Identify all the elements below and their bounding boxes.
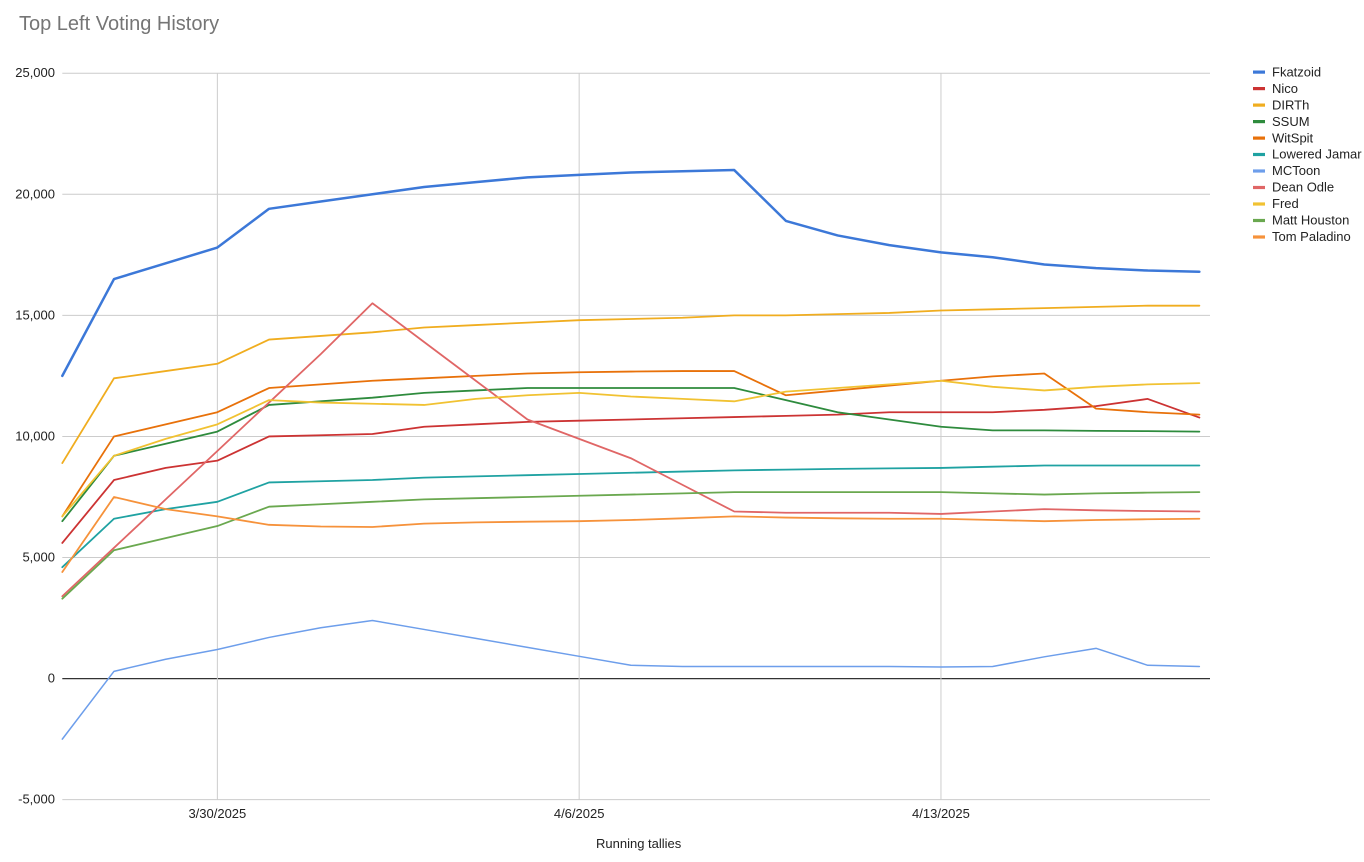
svg-text:Matt Houston: Matt Houston xyxy=(1272,213,1349,228)
svg-text:3/30/2025: 3/30/2025 xyxy=(188,806,246,821)
svg-text:Tom Paladino: Tom Paladino xyxy=(1272,229,1351,244)
svg-text:-5,000: -5,000 xyxy=(18,792,55,807)
svg-text:25,000: 25,000 xyxy=(15,65,55,80)
svg-text:Fkatzoid: Fkatzoid xyxy=(1272,64,1321,79)
svg-text:Lowered Jamar: Lowered Jamar xyxy=(1272,147,1362,162)
svg-text:WitSpit: WitSpit xyxy=(1272,130,1314,145)
svg-text:20,000: 20,000 xyxy=(15,186,55,201)
svg-text:4/6/2025: 4/6/2025 xyxy=(554,806,605,821)
svg-text:SSUM: SSUM xyxy=(1272,114,1310,129)
svg-text:Nico: Nico xyxy=(1272,81,1298,96)
svg-text:4/13/2025: 4/13/2025 xyxy=(912,806,970,821)
svg-text:10,000: 10,000 xyxy=(15,428,55,443)
svg-text:Fred: Fred xyxy=(1272,196,1299,211)
svg-text:MCToon: MCToon xyxy=(1272,163,1320,178)
svg-text:15,000: 15,000 xyxy=(15,307,55,322)
svg-text:0: 0 xyxy=(48,671,55,686)
svg-text:5,000: 5,000 xyxy=(22,550,55,565)
svg-text:DIRTh: DIRTh xyxy=(1272,97,1309,112)
svg-text:Dean Odle: Dean Odle xyxy=(1272,180,1334,195)
